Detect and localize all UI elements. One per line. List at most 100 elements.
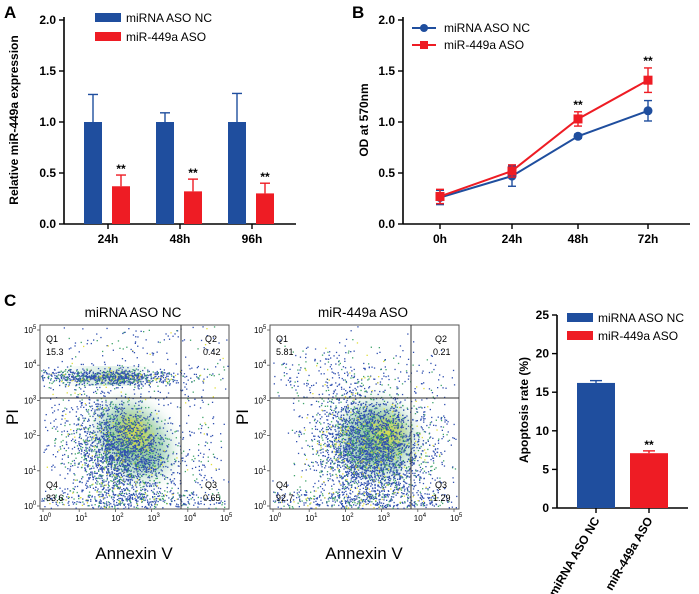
flow-event — [367, 416, 369, 418]
flow-event — [117, 459, 119, 461]
flow-event — [136, 435, 138, 437]
flow-event — [152, 491, 154, 494]
flow-event — [135, 456, 137, 458]
flow-event — [79, 435, 81, 437]
flow-event — [441, 453, 443, 455]
flow-event — [56, 501, 58, 503]
flow-event — [364, 419, 366, 421]
flow-event — [72, 438, 74, 440]
flow-event — [169, 503, 171, 505]
flow-event — [125, 475, 127, 477]
flow-event — [75, 442, 77, 444]
flow-event — [99, 460, 101, 462]
b-legend-marker-nc — [420, 24, 428, 32]
flow-event — [127, 425, 130, 427]
flow-event — [89, 369, 92, 371]
flow-event — [134, 464, 137, 466]
flow-event — [184, 470, 186, 473]
flow-event — [73, 377, 75, 379]
flow-event — [115, 421, 117, 424]
flow-event — [105, 480, 107, 482]
flow-event — [108, 471, 110, 473]
flow-event — [336, 393, 338, 395]
flow-event — [406, 472, 408, 474]
flow-event — [139, 438, 141, 441]
flow-event — [85, 427, 87, 429]
flow-event — [156, 497, 158, 500]
flow-event — [137, 507, 139, 509]
flow-event — [197, 365, 199, 368]
flow-event — [203, 464, 205, 466]
flow-event — [124, 488, 126, 490]
flow-event — [66, 379, 68, 382]
flow-event — [127, 449, 129, 451]
flow-plot-nc-q1-label: Q1 — [46, 334, 58, 344]
flow-event — [343, 464, 345, 466]
flow-event — [73, 432, 75, 435]
flow-event — [395, 401, 397, 403]
flow-event — [188, 449, 191, 451]
a-bar-nc — [228, 122, 246, 224]
flow-event — [130, 427, 132, 430]
flow-event — [102, 377, 104, 379]
flow-event — [147, 416, 149, 418]
flow-event — [131, 451, 133, 453]
flow-event — [88, 440, 90, 442]
flow-event — [129, 462, 132, 465]
flow-event — [54, 404, 56, 406]
flow-event — [95, 405, 98, 408]
flow-event — [150, 443, 152, 445]
flow-event — [122, 449, 124, 451]
flow-event — [398, 487, 401, 489]
flow-event — [124, 360, 127, 362]
flow-event — [142, 496, 144, 498]
flow-event — [130, 414, 132, 416]
flow-event — [204, 445, 206, 447]
flow-event — [169, 383, 171, 385]
flow-event — [148, 485, 151, 487]
flow-event — [134, 437, 136, 440]
flow-event — [102, 461, 104, 463]
flow-event — [152, 446, 154, 448]
flow-event — [120, 416, 122, 418]
flow-event — [136, 442, 138, 444]
flow-event — [195, 481, 197, 483]
flow-event — [108, 371, 110, 373]
flow-event — [110, 439, 112, 441]
flow-event — [116, 381, 119, 383]
panel-a-bar-chart: Relative miR-449a expression 0.00.51.01.… — [7, 11, 296, 246]
flow-event — [112, 384, 114, 387]
flow-event — [145, 424, 147, 426]
flow-event — [357, 381, 359, 383]
flow-event — [114, 411, 117, 413]
flow-event — [136, 434, 138, 436]
flow-event — [145, 505, 147, 508]
flow-event — [123, 489, 126, 492]
flow-event — [145, 463, 147, 465]
flow-event — [112, 379, 114, 381]
flow-event — [356, 472, 358, 474]
flow-event — [83, 406, 85, 408]
flow-event — [111, 446, 114, 448]
flow-event — [61, 380, 63, 383]
flow-event — [79, 400, 81, 402]
flow-event — [103, 429, 105, 431]
flow-event — [99, 468, 101, 470]
flow-event — [100, 431, 102, 433]
flow-event — [158, 491, 161, 493]
flow-event — [65, 377, 67, 379]
flow-event — [110, 457, 112, 459]
flow-event — [122, 459, 124, 461]
flow-event — [117, 494, 119, 496]
flow-event — [107, 421, 109, 423]
flow-event — [318, 443, 320, 446]
flow-event — [159, 492, 162, 494]
flow-event — [136, 379, 138, 381]
flow-event — [117, 442, 119, 444]
flow-event — [76, 396, 78, 398]
flow-event — [96, 451, 98, 453]
flow-event — [100, 506, 102, 508]
flow-event — [118, 440, 120, 443]
flow-event — [146, 418, 148, 420]
flow-event — [197, 348, 199, 350]
